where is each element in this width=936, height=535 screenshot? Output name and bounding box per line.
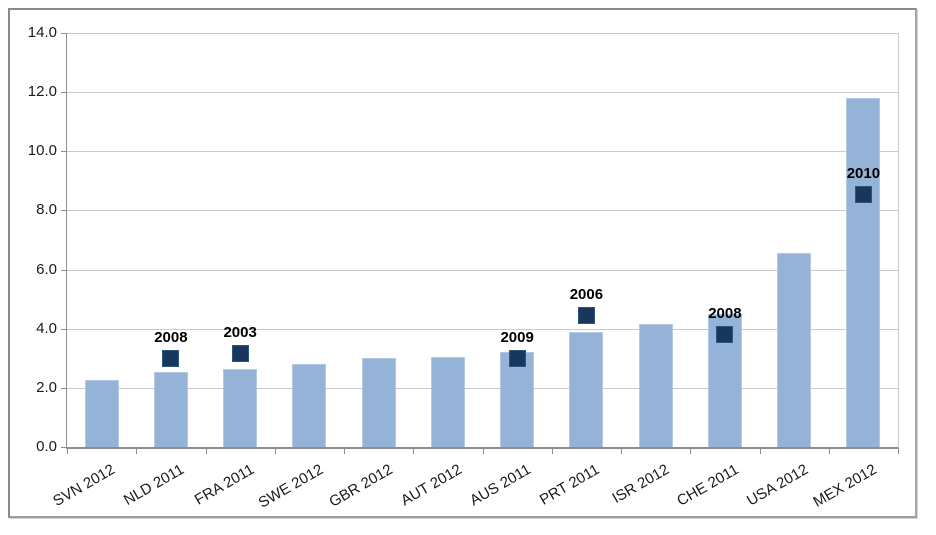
x-axis-tick <box>274 449 276 454</box>
y-axis-tick <box>61 92 67 94</box>
bar <box>777 253 812 447</box>
y-axis-label: 2.0 <box>36 378 57 396</box>
y-axis-label: 14.0 <box>27 24 57 41</box>
y-axis-label: 4.0 <box>36 319 57 337</box>
marker-year-label: 2008 <box>708 305 742 323</box>
x-axis-tick <box>759 449 761 454</box>
x-axis-label: AUT 2012 <box>397 461 465 510</box>
x-axis-tick <box>136 449 138 454</box>
benchmark-marker <box>162 349 180 367</box>
x-axis-label: AUS 2011 <box>466 461 534 510</box>
bar <box>638 324 673 447</box>
marker-year-label: 2006 <box>569 285 604 303</box>
x-axis-tick <box>413 449 415 454</box>
gridline <box>67 328 898 330</box>
y-axis-tick <box>61 387 67 389</box>
marker-year-label: 2008 <box>154 328 188 346</box>
benchmark-marker <box>716 326 734 344</box>
bar <box>569 331 604 447</box>
x-axis-label: SWE 2012 <box>255 461 326 512</box>
benchmark-marker <box>854 185 872 203</box>
x-axis-label: ISR 2012 <box>609 461 673 507</box>
y-axis-tick <box>61 151 67 153</box>
x-axis-tick <box>551 449 553 454</box>
x-axis-label: MEX 2012 <box>810 461 880 511</box>
marker-year-label: 2003 <box>223 324 257 342</box>
gridline <box>67 151 898 153</box>
x-axis-label: FRA 2011 <box>191 461 257 509</box>
bar <box>361 358 396 447</box>
x-axis-tick <box>690 449 692 454</box>
bar <box>153 371 188 447</box>
gridline <box>67 210 898 212</box>
chart-frame: 0.0 2.0 4.0 6.0 8.0 10.0 12.0 14.0 SVN 2012 NLD 2… <box>8 8 917 518</box>
y-axis-label: 12.0 <box>27 83 57 101</box>
y-axis-tick <box>61 33 67 34</box>
x-axis-tick <box>898 449 899 454</box>
y-axis-tick <box>61 269 67 271</box>
gridline <box>67 269 898 271</box>
y-axis-label: 0.0 <box>36 438 57 455</box>
bar <box>223 368 258 447</box>
gridline <box>67 387 898 389</box>
x-axis-label: GBR 2012 <box>325 461 396 511</box>
x-axis-label: NLD 2011 <box>121 461 188 509</box>
marker-year-label: 2010 <box>846 164 881 182</box>
x-axis-tick <box>67 449 68 454</box>
x-axis-tick <box>828 449 830 454</box>
y-axis-label: 6.0 <box>36 260 57 278</box>
x-axis-tick <box>482 449 484 454</box>
benchmark-marker <box>508 349 526 367</box>
bar <box>846 98 881 447</box>
benchmark-marker <box>231 345 249 363</box>
x-axis-tick <box>205 449 207 454</box>
bar <box>430 356 465 447</box>
y-axis-tick <box>61 447 67 448</box>
y-axis-tick <box>61 210 67 212</box>
bar <box>84 380 119 447</box>
gridline <box>67 33 898 34</box>
gridline <box>67 92 898 94</box>
y-axis-label: 10.0 <box>27 142 57 160</box>
x-axis-tick <box>621 449 622 454</box>
bar <box>292 364 327 447</box>
x-axis-label: CHE 2011 <box>673 461 742 510</box>
plot-area: 0.0 2.0 4.0 6.0 8.0 10.0 12.0 14.0 SVN 2012 NLD 2… <box>28 24 899 512</box>
bar <box>500 352 535 447</box>
x-axis-label: PRT 2011 <box>537 461 603 509</box>
x-axis-label: USA 2012 <box>743 461 811 510</box>
y-axis-tick <box>61 328 67 330</box>
marker-year-label: 2009 <box>500 328 534 346</box>
x-axis-tick <box>344 449 345 454</box>
x-axis-label: SVN 2012 <box>50 461 119 510</box>
y-axis-label: 8.0 <box>36 201 57 219</box>
benchmark-marker <box>577 306 595 324</box>
